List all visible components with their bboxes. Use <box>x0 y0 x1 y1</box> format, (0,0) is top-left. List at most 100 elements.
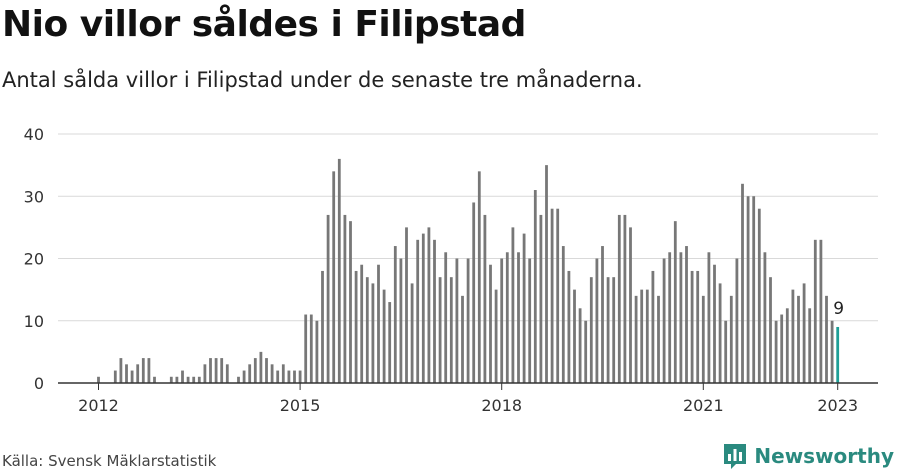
x-tick-label: 2012 <box>78 396 119 415</box>
bar <box>522 233 526 383</box>
bar <box>701 295 705 383</box>
bar <box>539 214 543 383</box>
bar <box>410 283 414 383</box>
bar <box>421 233 425 383</box>
bar <box>584 320 588 383</box>
bar <box>433 239 436 383</box>
x-tick-label: 2015 <box>280 396 321 415</box>
bar <box>601 246 604 383</box>
bar <box>147 358 151 383</box>
bar <box>791 289 795 383</box>
bar <box>668 252 672 383</box>
y-tick-label: 20 <box>24 250 44 269</box>
bar <box>444 252 448 383</box>
bar <box>399 258 403 383</box>
bar <box>813 239 817 383</box>
bar <box>248 364 252 383</box>
bar <box>550 208 554 383</box>
bar <box>500 258 504 383</box>
bar <box>455 258 459 383</box>
bar <box>360 264 364 383</box>
bar <box>713 264 716 383</box>
bar <box>393 246 397 383</box>
bar <box>696 270 700 383</box>
bar <box>113 370 117 383</box>
bar <box>377 264 380 383</box>
bar <box>298 370 302 383</box>
bar <box>567 270 571 383</box>
bar <box>237 376 240 383</box>
bar-chart-speech-bubble-icon <box>724 444 747 469</box>
source-note: Källa: Svensk Mäklarstatistik <box>2 452 217 470</box>
bar <box>718 283 722 383</box>
bar <box>136 364 140 383</box>
bar <box>634 295 638 383</box>
bar <box>125 364 128 383</box>
x-axis-ticks: 2012 2015 2018 2021 2023 <box>78 383 858 415</box>
bar <box>763 252 767 383</box>
bar <box>321 270 324 383</box>
bar <box>573 289 576 383</box>
y-tick-label: 30 <box>24 187 44 206</box>
bar <box>729 295 733 383</box>
bar <box>724 320 728 383</box>
bar <box>270 364 274 383</box>
bar <box>757 208 761 383</box>
bar <box>365 277 369 383</box>
bar <box>259 351 263 383</box>
bar <box>354 270 358 383</box>
y-axis-ticks: 0 10 20 30 40 <box>24 125 44 393</box>
bar <box>186 376 190 383</box>
bar <box>97 376 100 383</box>
bar <box>662 258 666 383</box>
bar <box>685 246 688 383</box>
bar <box>629 227 632 383</box>
bar <box>578 308 582 383</box>
bar <box>332 171 336 383</box>
bar <box>545 165 548 383</box>
bar <box>242 370 246 383</box>
bar <box>483 214 487 383</box>
bar <box>209 358 212 383</box>
chart-subtitle: Antal sålda villor i Filipstad under de … <box>2 68 643 92</box>
bar <box>511 227 515 383</box>
bar <box>477 171 481 383</box>
bar <box>533 190 537 383</box>
bar <box>595 258 599 383</box>
bar <box>802 283 806 383</box>
bar <box>203 364 207 383</box>
bar <box>225 364 229 383</box>
chart-title: Nio villor såldes i Filipstad <box>2 4 526 45</box>
bar <box>220 358 224 383</box>
bar <box>153 376 156 383</box>
bar <box>780 314 784 383</box>
bar <box>287 370 291 383</box>
bar <box>416 239 420 383</box>
bar <box>606 277 610 383</box>
brand[interactable]: Newsworthy <box>722 442 894 470</box>
y-tick-label: 40 <box>24 125 44 144</box>
bar <box>673 221 677 383</box>
bar <box>388 302 392 383</box>
bar <box>119 358 123 383</box>
bar <box>281 364 285 383</box>
bar <box>819 239 823 383</box>
bar <box>561 246 565 383</box>
bar <box>589 277 593 383</box>
bar <box>343 214 347 383</box>
bar <box>466 258 470 383</box>
bar <box>830 320 834 383</box>
bar <box>489 264 492 383</box>
bar <box>141 358 145 383</box>
bar <box>651 270 655 383</box>
bar <box>175 376 179 383</box>
bar <box>449 277 453 383</box>
bar <box>427 227 431 383</box>
x-tick-label: 2018 <box>481 396 522 415</box>
bar <box>707 252 711 383</box>
bar <box>192 376 196 383</box>
bar <box>741 183 744 383</box>
bar <box>657 295 660 383</box>
bar <box>337 158 341 383</box>
